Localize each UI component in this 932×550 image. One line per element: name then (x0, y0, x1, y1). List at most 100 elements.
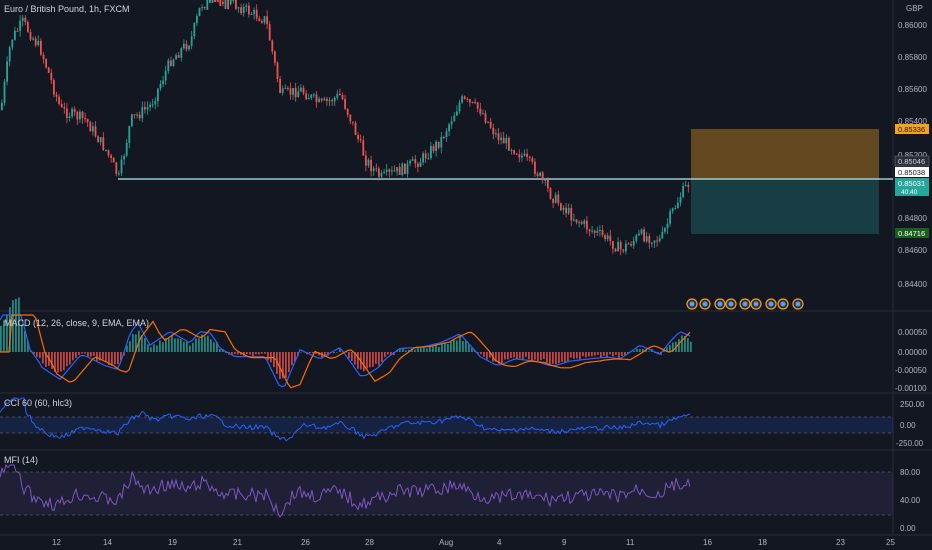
events-row[interactable] (686, 298, 804, 310)
candle-body (378, 168, 380, 177)
candle-body (185, 43, 188, 50)
candle-body (534, 161, 536, 174)
candle-body (388, 169, 391, 172)
macd-histogram-bar (150, 347, 152, 352)
candle-body (196, 16, 198, 24)
candle-body (268, 24, 271, 41)
candle-body (84, 117, 86, 120)
candle-body (42, 54, 45, 60)
stop-zone[interactable] (691, 179, 879, 234)
candle-body (21, 17, 24, 21)
candle-body (593, 230, 596, 233)
macd-title[interactable]: MACD (12, 26, close, 9, EMA, EMA) (4, 318, 150, 328)
candle-body (383, 171, 385, 173)
cci-tick: 250.00 (900, 400, 925, 409)
mfi-title[interactable]: MFI (14) (4, 455, 39, 465)
candle-body (432, 146, 435, 151)
time-tick: 4 (497, 538, 502, 547)
candle-body (596, 230, 599, 233)
candle-body (232, 0, 235, 1)
candle-body (45, 59, 47, 68)
macd-histogram-bar (87, 352, 89, 357)
macd-axis[interactable]: 0.00050 0.00000 -0.00050 -0.00100 (895, 328, 927, 393)
cci-axis[interactable]: 250.00 0.00 -250.00 (896, 400, 925, 448)
macd-histogram-bar (288, 352, 290, 373)
candle-body (40, 40, 42, 55)
candle-body (599, 229, 601, 231)
macd-histogram-bar (645, 349, 647, 352)
macd-histogram-bar (198, 338, 200, 352)
candle-body (684, 184, 687, 187)
time-axis[interactable]: 12 14 19 21 26 28 Aug 4 9 11 16 18 23 25 (52, 538, 895, 547)
candle-body (482, 113, 484, 115)
macd-histogram-bar (234, 352, 236, 355)
candle-body (612, 241, 614, 249)
cci-tick: 0.00 (900, 421, 916, 430)
candle-body (565, 207, 567, 214)
macd-histogram-bar (504, 352, 506, 360)
candle-body (81, 111, 84, 118)
candle-body (604, 235, 606, 240)
symbol-header[interactable]: Euro / British Pound, 1h, FXCM (4, 4, 130, 14)
macd-histogram-bar (105, 352, 107, 362)
candle-body (557, 194, 560, 204)
macd-histogram-bar (585, 352, 587, 358)
candle-body (167, 60, 170, 72)
candle-body (521, 155, 523, 158)
macd-histogram-bar (336, 351, 338, 353)
candle-body (227, 0, 229, 9)
candle-body (73, 108, 76, 113)
macd-histogram-bar (456, 340, 458, 352)
candle-body (435, 141, 437, 151)
candle-body (19, 20, 21, 31)
mfi-axis[interactable]: 80.00 40.00 0.00 (900, 468, 921, 533)
candle-body (489, 121, 492, 128)
candle-body (276, 62, 279, 79)
candle-body (47, 67, 50, 73)
macd-histogram-bar (36, 352, 38, 357)
candle-body (172, 59, 175, 66)
price-tag (894, 155, 930, 167)
macd-histogram-bar (129, 341, 131, 352)
time-tick: 11 (626, 538, 635, 547)
price-tick: 0.85800 (898, 53, 927, 62)
target-zone[interactable] (691, 129, 879, 179)
candle-body (79, 111, 81, 120)
macd-histogram-bar (3, 320, 5, 352)
macd-histogram-bar (183, 341, 185, 352)
candle-body (396, 167, 398, 172)
candle-body (151, 104, 154, 106)
candle-body (510, 150, 513, 152)
candle-body (94, 126, 97, 137)
macd-histogram-bar (99, 352, 101, 361)
macd-histogram-bar (252, 352, 254, 357)
candle-body (146, 107, 149, 110)
macd-histogram-bar (165, 338, 167, 352)
candle-body (471, 101, 474, 103)
candle-body (349, 114, 352, 122)
cci-title[interactable]: CCI 60 (60, hlc3) (4, 398, 73, 408)
candle-body (682, 186, 684, 198)
candle-body (619, 241, 622, 250)
candle-body (627, 243, 630, 245)
candle-body (380, 172, 383, 177)
macd-histogram-bar (516, 352, 518, 360)
event-icon-dot (780, 301, 786, 307)
macd-histogram-bar (324, 352, 326, 356)
event-icon-dot (753, 301, 759, 307)
candle-body (440, 136, 443, 148)
candle-body (154, 100, 157, 105)
macd-histogram-bar (669, 345, 671, 352)
candle-body (656, 240, 658, 242)
candle-body (133, 114, 136, 116)
candle-body (92, 126, 94, 132)
candle-body (229, 0, 232, 5)
candle-body (404, 163, 406, 174)
macd-histogram-bar (687, 338, 689, 352)
macd-histogram-bar (432, 345, 434, 352)
macd-histogram-bar (618, 352, 620, 358)
candle-body (554, 194, 557, 203)
price-axis[interactable]: GBP 0.86000 0.85800 0.85600 0.85400 0.85… (898, 4, 927, 289)
candle-body (123, 155, 125, 160)
